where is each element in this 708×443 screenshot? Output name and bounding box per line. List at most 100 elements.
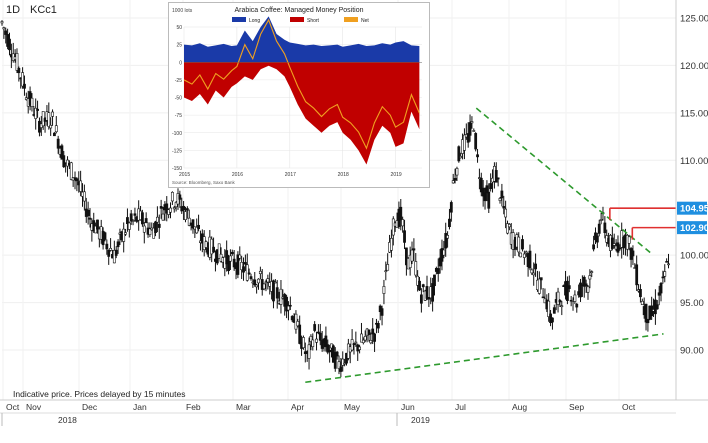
- candle-body: [210, 238, 214, 255]
- candle-body: [517, 236, 521, 253]
- candle-body: [367, 329, 371, 335]
- candle-body: [197, 224, 200, 230]
- symbol-label[interactable]: KCc1: [30, 4, 57, 16]
- candle-body: [343, 362, 347, 365]
- candle-body: [129, 213, 133, 222]
- candle-body: [496, 177, 500, 180]
- candle-body: [178, 194, 182, 200]
- candle-body: [112, 250, 116, 264]
- candle-body: [586, 286, 590, 293]
- candle-body: [105, 243, 109, 250]
- candle-body: [386, 264, 390, 271]
- candle-body: [504, 208, 508, 218]
- candle-body: [157, 223, 161, 228]
- candle-body: [326, 344, 330, 353]
- candle-body: [412, 248, 416, 251]
- price-tick-label: 115.00: [680, 108, 708, 119]
- candle-body: [418, 280, 421, 291]
- candle-body: [352, 343, 356, 346]
- candle-body: [436, 268, 440, 274]
- candle-body: [230, 251, 234, 255]
- candle-body: [414, 261, 418, 276]
- candle-body: [639, 288, 642, 298]
- candle-body: [502, 206, 506, 209]
- candle-body: [603, 222, 607, 234]
- candle-body: [124, 232, 127, 235]
- candle-body: [455, 168, 459, 176]
- candle-body: [56, 138, 60, 149]
- inset-y-tick: -100: [172, 131, 182, 137]
- candle-body: [288, 304, 292, 307]
- price-tick-label: 125.00: [680, 14, 708, 25]
- candle-body: [174, 201, 178, 208]
- candle-body: [187, 217, 191, 226]
- candle-body: [82, 191, 86, 202]
- candle-body: [640, 300, 644, 305]
- candle-body: [521, 239, 524, 250]
- candle-body: [524, 251, 528, 254]
- candle-body: [88, 217, 92, 220]
- candle-body: [616, 242, 620, 253]
- candle-body: [500, 190, 504, 199]
- candle-body: [584, 283, 588, 287]
- candle-body: [335, 351, 339, 357]
- candle-body: [313, 324, 317, 331]
- candle-body: [0, 21, 4, 24]
- candle-body: [463, 134, 466, 151]
- candle-body: [36, 108, 39, 111]
- candle-body: [479, 177, 483, 193]
- candle-body: [320, 340, 324, 349]
- price-marker-box: [677, 221, 707, 235]
- candle-body: [126, 217, 129, 225]
- candle-body: [582, 276, 586, 287]
- candle-body: [494, 170, 498, 183]
- candle-body: [552, 307, 556, 314]
- candle-body: [373, 333, 376, 342]
- inset-y-tick: -125: [172, 148, 182, 154]
- candle-body: [438, 257, 442, 267]
- inset-x-tick: 2016: [232, 172, 243, 178]
- candle-body: [369, 340, 373, 344]
- candle-body: [457, 146, 461, 162]
- candle-body: [54, 125, 58, 133]
- timeframe-label[interactable]: 1D: [6, 4, 20, 16]
- candle-body: [588, 275, 592, 280]
- candle-body: [315, 338, 318, 343]
- candle-body: [212, 246, 215, 253]
- candle-body: [317, 331, 320, 334]
- candle-body: [255, 284, 259, 288]
- candle-body: [487, 191, 491, 209]
- month-label: Feb: [186, 402, 201, 412]
- price-marker-label: 102.90: [680, 223, 708, 234]
- candle-body: [273, 281, 277, 284]
- candle-body: [21, 72, 24, 87]
- month-label: May: [344, 402, 361, 412]
- candle-body: [401, 219, 405, 227]
- candle-body: [459, 156, 463, 159]
- candle-body: [539, 277, 543, 281]
- candle-body: [466, 133, 470, 143]
- candle-body: [410, 249, 414, 262]
- candle-body: [229, 255, 232, 262]
- candle-body: [298, 324, 302, 344]
- candle-body: [425, 286, 429, 299]
- month-label: Sep: [569, 402, 584, 412]
- candle-body: [172, 207, 176, 210]
- candle-body: [182, 205, 186, 211]
- candle-body: [62, 155, 66, 168]
- candle-body: [498, 198, 502, 201]
- month-label: Mar: [236, 402, 251, 412]
- candle-body: [573, 294, 577, 302]
- candle-body: [2, 27, 6, 30]
- candle-body: [627, 236, 631, 244]
- candle-body: [472, 130, 476, 132]
- candle-body: [290, 316, 294, 321]
- candle-body: [476, 154, 479, 158]
- inset-ylabel: 1000 lots: [172, 8, 193, 14]
- candle-body: [579, 282, 582, 298]
- candle-body: [258, 270, 262, 274]
- legend-label-short: Short: [307, 18, 320, 24]
- candle-body: [296, 321, 300, 327]
- candle-body: [154, 221, 157, 233]
- month-label: Jun: [401, 402, 415, 412]
